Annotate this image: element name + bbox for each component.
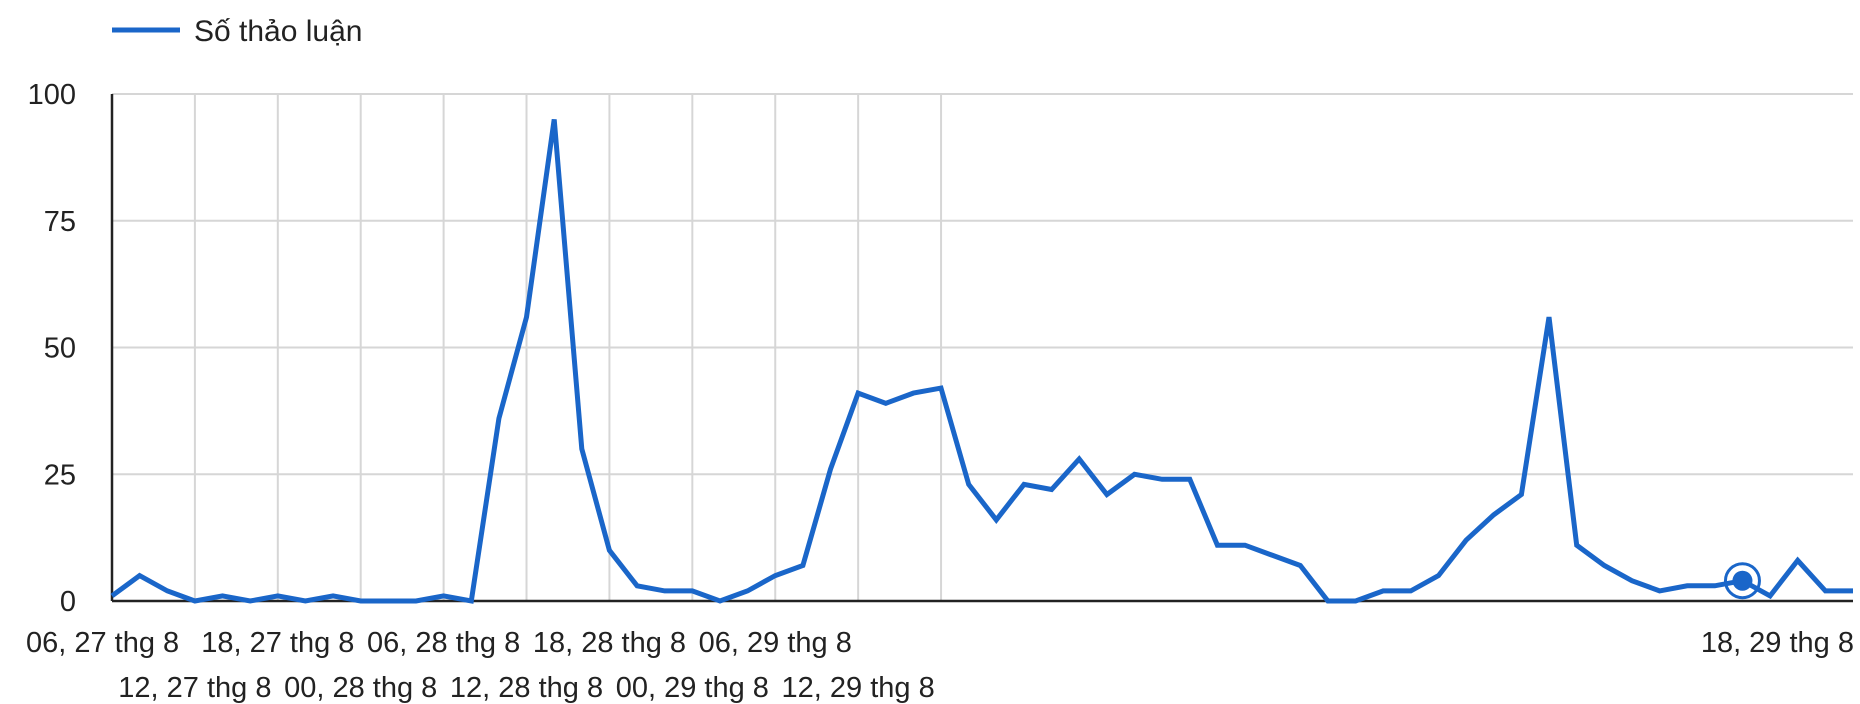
grid bbox=[111, 93, 1853, 601]
y-tick-label: 0 bbox=[60, 586, 76, 618]
y-tick-label: 100 bbox=[28, 79, 76, 111]
x-tick-label: 18, 28 thg 8 bbox=[533, 627, 686, 659]
y-tick-label: 25 bbox=[44, 459, 76, 491]
x-axis-ticks: 06, 27 thg 8 12, 27 thg 8 18, 27 thg 8 00, … bbox=[26, 627, 1854, 704]
x-tick-label: 18, 29 thg 8 bbox=[1701, 627, 1854, 659]
x-tick-label: 06, 27 thg 8 bbox=[26, 627, 179, 659]
x-tick-label: 06, 29 thg 8 bbox=[699, 627, 852, 659]
y-tick-label: 75 bbox=[44, 206, 76, 238]
x-tick-label: 18, 27 thg 8 bbox=[201, 627, 354, 659]
y-tick-label: 50 bbox=[44, 333, 76, 365]
x-tick-label: 00, 29 thg 8 bbox=[616, 672, 769, 704]
highlight-point[interactable] bbox=[1732, 570, 1753, 591]
highlight-ring[interactable] bbox=[1723, 562, 1761, 600]
x-tick-label: 00, 28 thg 8 bbox=[284, 672, 437, 704]
series-layer bbox=[110, 119, 1853, 604]
x-tick-label: 06, 28 thg 8 bbox=[367, 627, 520, 659]
y-axis-ticks: 0 25 50 75 100 bbox=[28, 79, 76, 618]
legend[interactable]: Số thảo luận bbox=[112, 15, 362, 48]
series-line bbox=[110, 119, 1853, 604]
x-tick-label: 12, 27 thg 8 bbox=[118, 672, 271, 704]
x-tick-label: 12, 29 thg 8 bbox=[782, 672, 935, 704]
legend-label: Số thảo luận bbox=[194, 15, 362, 48]
x-tick-label: 12, 28 thg 8 bbox=[450, 672, 603, 704]
